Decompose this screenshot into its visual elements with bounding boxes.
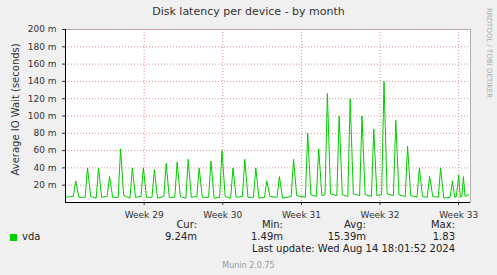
html-text:Disk latency per device - by m: Disk latency per device - by month — [152, 5, 345, 18]
svg-text:Week 31: Week 31 — [282, 210, 321, 220]
svg-text:20 m: 20 m — [33, 180, 56, 190]
html-text:9.24m: 9.24m — [165, 231, 197, 242]
html-text:1.83: 1.83 — [432, 231, 455, 242]
html-text:Cur:: Cur: — [176, 219, 197, 230]
html-text:15.39m: 15.39m — [327, 231, 366, 242]
html-text:Last update: Wed Aug 14 18:01:: Last update: Wed Aug 14 18:01:52 2024 — [252, 243, 455, 254]
html-text:Average IO Wait (seconds): Average IO Wait (seconds) — [9, 43, 21, 176]
svg-text:140 m: 140 m — [28, 76, 57, 86]
svg-text:Week 29: Week 29 — [125, 210, 164, 220]
svg-text:Week 30: Week 30 — [203, 210, 242, 220]
svg-text:60 m: 60 m — [33, 145, 56, 155]
html-text:Max:: Max: — [431, 219, 455, 230]
svg-text:Week 33: Week 33 — [439, 210, 478, 220]
svg-text:100 m: 100 m — [28, 111, 57, 121]
svg-text:40 m: 40 m — [33, 163, 56, 173]
html-text:vda: vda — [22, 231, 41, 242]
svg-text:80 m: 80 m — [33, 128, 56, 138]
svg-text:160 m: 160 m — [28, 59, 57, 69]
html-text:1.49m: 1.49m — [251, 231, 283, 242]
html-text:RRDTOOL / TOBI OETIKER: RRDTOOL / TOBI OETIKER — [485, 8, 493, 99]
svg-text:180 m: 180 m — [28, 42, 57, 52]
svg-text:120 m: 120 m — [28, 94, 57, 104]
html-text:Min:: Min: — [261, 219, 283, 230]
html-text:Avg:: Avg: — [344, 219, 366, 230]
svg-text:200 m: 200 m — [28, 24, 57, 34]
html-text:Munin 2.0.75: Munin 2.0.75 — [222, 261, 275, 270]
svg-text:Week 32: Week 32 — [361, 210, 400, 220]
